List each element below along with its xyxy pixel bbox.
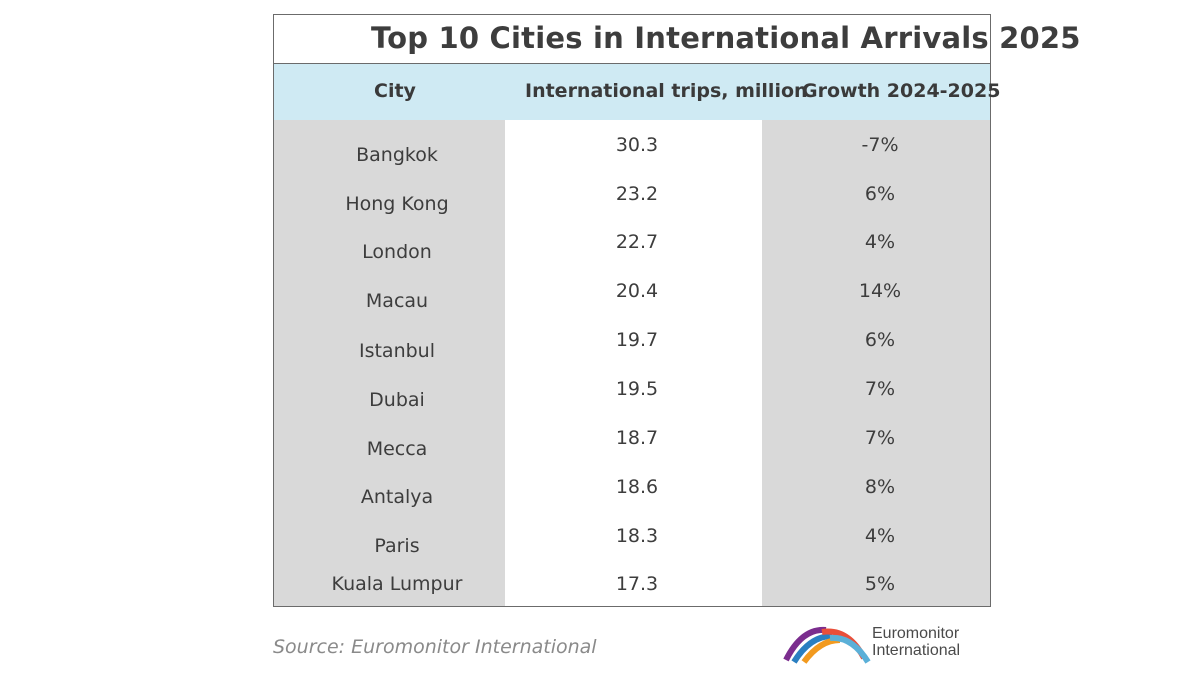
cell-city: Mecca xyxy=(366,438,428,460)
cell-city: Dubai xyxy=(369,389,425,411)
header-growth: Growth 2024-2025 xyxy=(802,80,1001,102)
data-table: Top 10 Cities in International Arrivals … xyxy=(273,14,1080,607)
growth-column xyxy=(762,120,990,606)
cell-growth: 8% xyxy=(864,476,896,498)
cell-city: Istanbul xyxy=(358,340,436,362)
chart-title: Top 10 Cities in International Arrivals … xyxy=(371,21,1081,55)
cell-city: Macau xyxy=(365,290,429,312)
cell-trips: 18.3 xyxy=(615,525,659,547)
cell-growth: 4% xyxy=(864,525,896,547)
cell-city: Paris xyxy=(374,535,420,557)
cell-growth: 7% xyxy=(864,427,896,449)
cell-growth: 5% xyxy=(864,573,896,595)
brand-name-line1: Euromonitor xyxy=(872,625,960,642)
trips-column xyxy=(505,120,762,606)
title-band: Top 10 Cities in International Arrivals … xyxy=(274,15,1080,64)
city-column xyxy=(274,120,505,606)
brand-name-line2: International xyxy=(872,642,961,659)
euromonitor-logo-icon xyxy=(783,626,871,664)
cell-growth: 6% xyxy=(864,329,896,351)
cell-growth: 7% xyxy=(864,378,896,400)
cell-city: Hong Kong xyxy=(345,193,449,215)
cell-trips: 18.7 xyxy=(615,427,659,449)
cell-trips: 30.3 xyxy=(615,134,659,156)
cell-growth: 4% xyxy=(864,231,896,253)
cell-trips: 19.7 xyxy=(615,329,659,351)
header-city: City xyxy=(374,80,416,102)
table-header-row: City International trips, million Growth… xyxy=(274,64,1000,120)
cell-trips: 20.4 xyxy=(615,280,659,302)
cell-trips: 22.7 xyxy=(615,231,659,253)
cell-growth: 6% xyxy=(864,183,896,205)
cell-trips: 17.3 xyxy=(615,573,659,595)
cell-city: Kuala Lumpur xyxy=(331,573,463,595)
cell-city: Bangkok xyxy=(356,144,438,166)
cell-trips: 18.6 xyxy=(615,476,659,498)
cell-growth: 14% xyxy=(858,280,902,302)
brand-name: Euromonitor International xyxy=(872,625,960,659)
cell-trips: 19.5 xyxy=(615,378,659,400)
header-trips: International trips, million xyxy=(525,80,808,102)
cell-growth: -7% xyxy=(861,134,899,156)
cell-trips: 23.2 xyxy=(615,183,659,205)
source-note: Source: Euromonitor International xyxy=(273,636,597,658)
cell-city: London xyxy=(362,241,432,263)
cell-city: Antalya xyxy=(360,486,434,508)
